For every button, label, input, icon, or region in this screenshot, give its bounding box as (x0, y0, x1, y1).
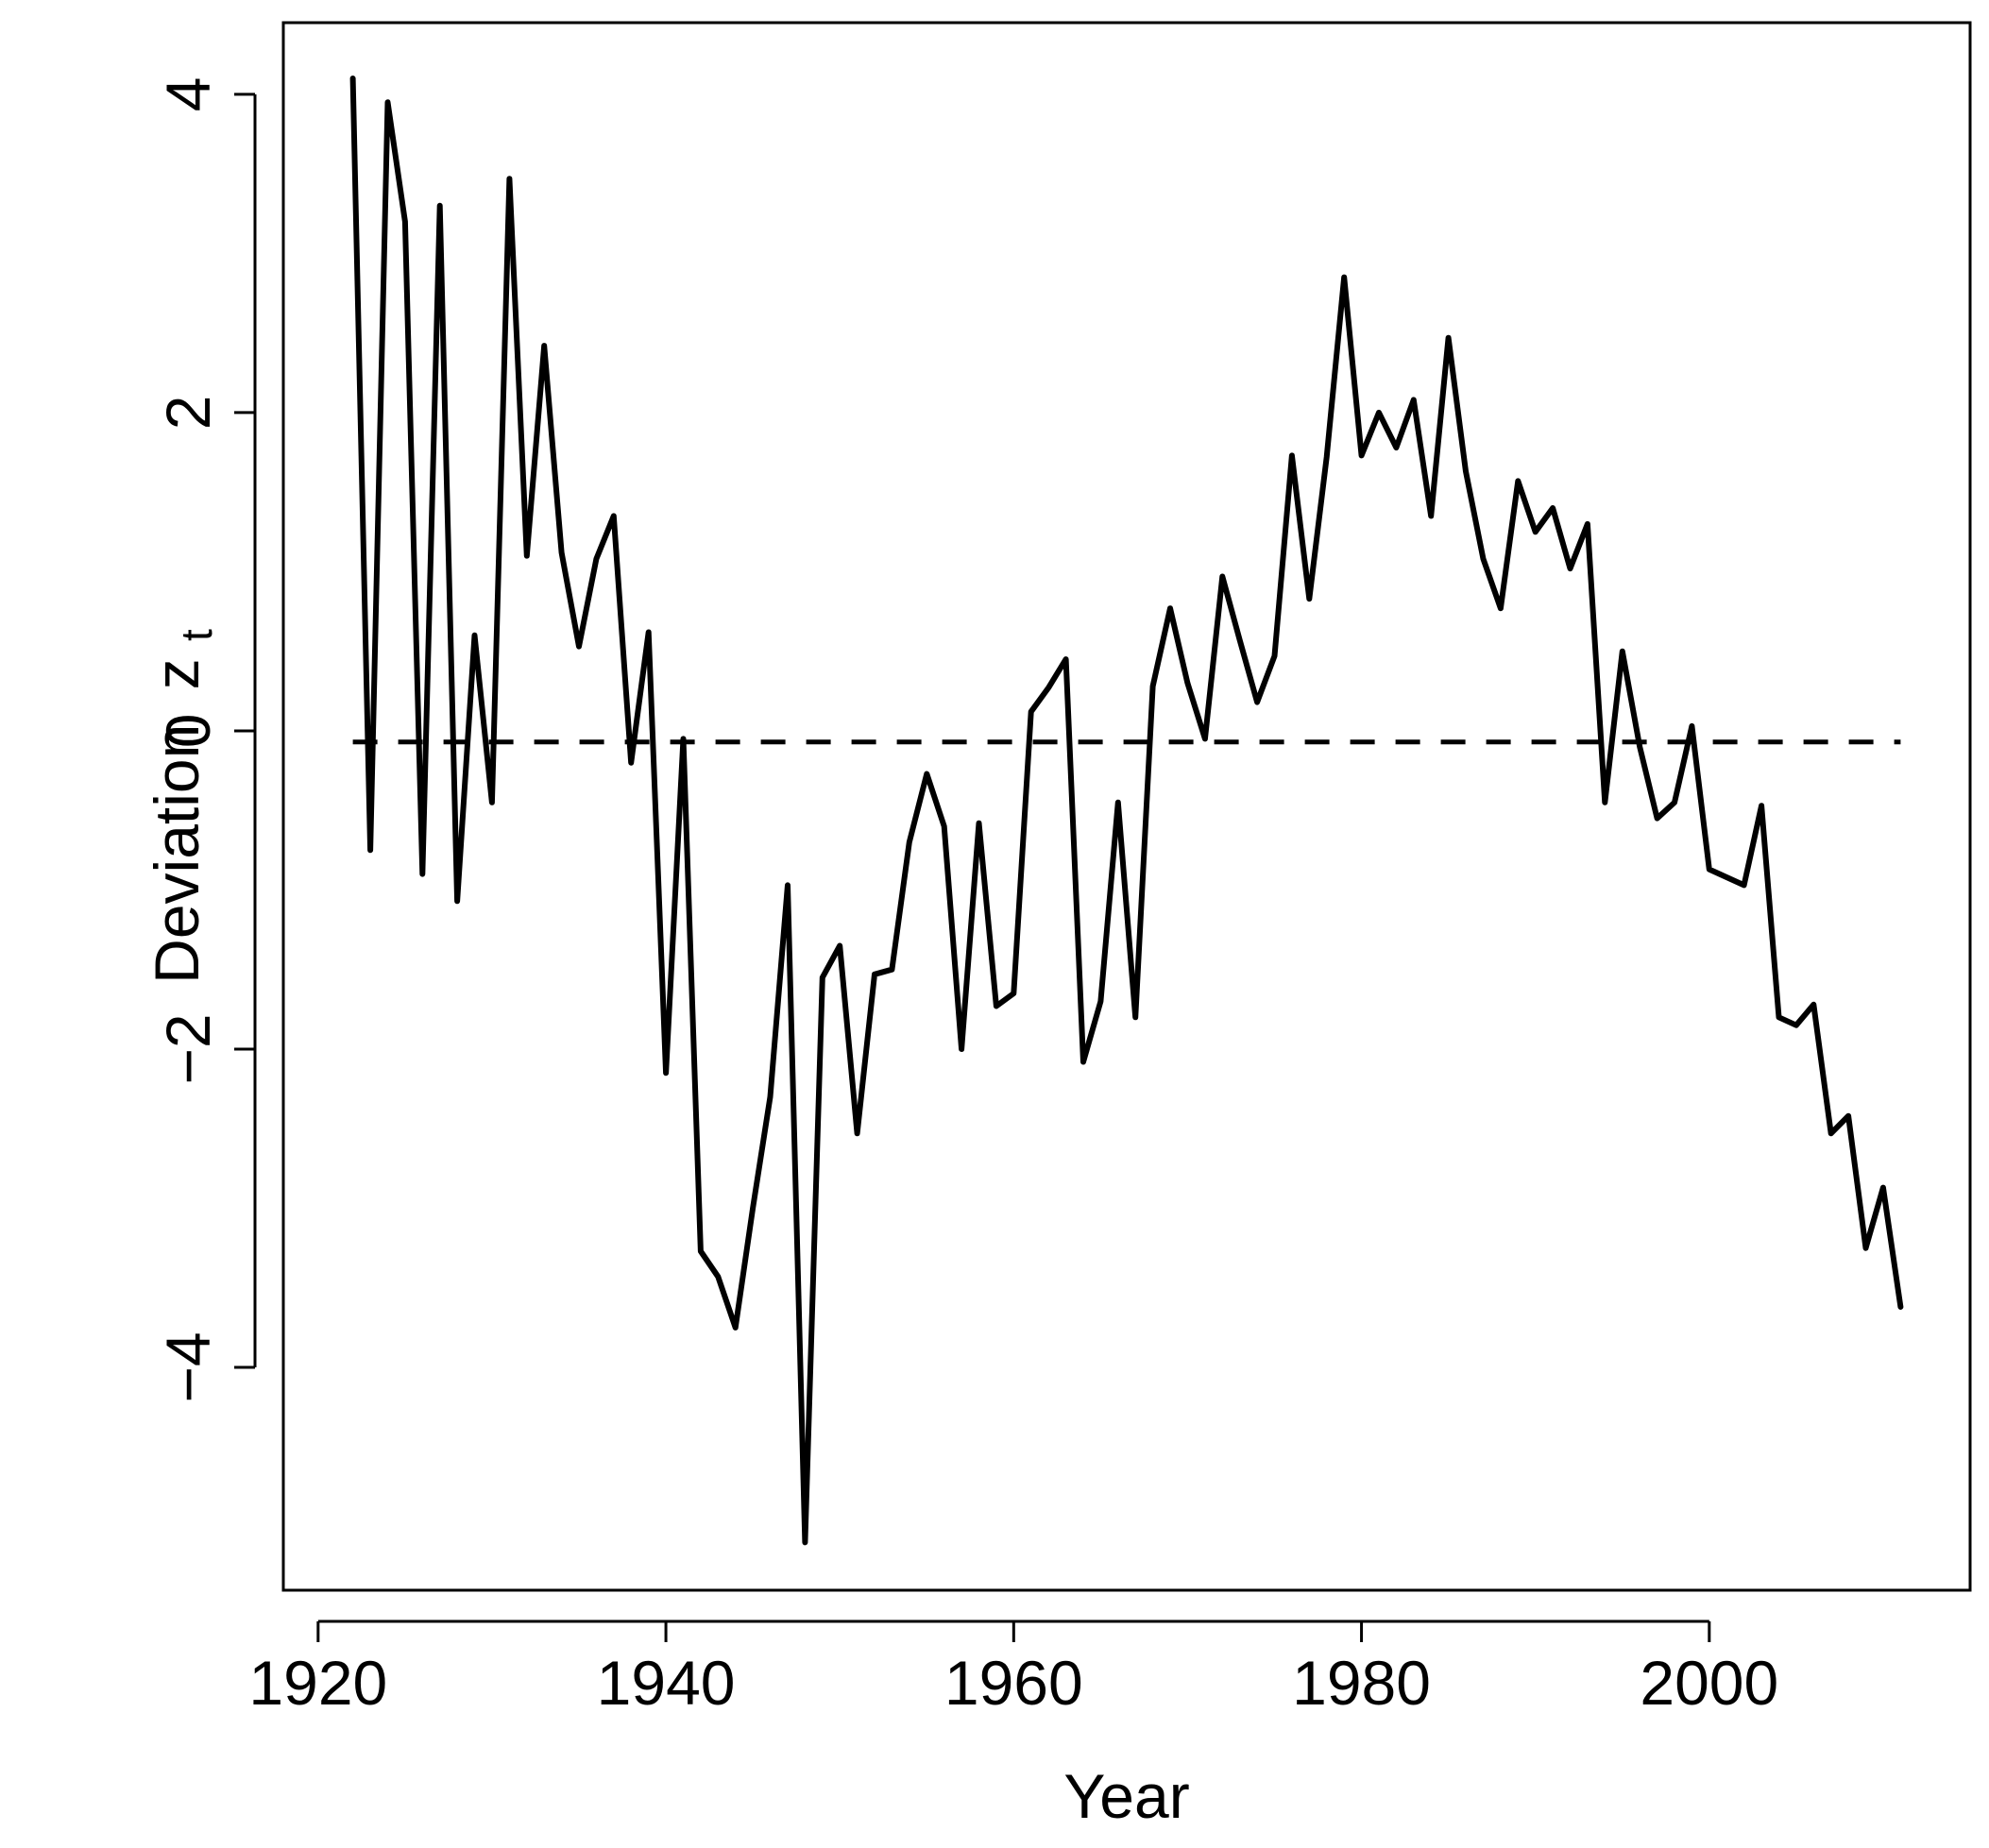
x-tick-label: 1940 (597, 1648, 736, 1718)
y-tick-label: 4 (153, 76, 223, 111)
x-tick-label: 1960 (944, 1648, 1083, 1718)
y-axis-title-subscript: t (172, 629, 221, 641)
y-tick-label: −4 (153, 1331, 223, 1402)
y-axis-title-word: Deviation (142, 724, 212, 984)
y-tick-label-group: 4 (153, 76, 223, 111)
y-tick-label: 0 (153, 714, 223, 749)
x-axis-title: Year (1063, 1761, 1189, 1831)
x-tick-label: 2000 (1640, 1648, 1778, 1718)
svg-text:Deviation z t: Deviation z t (142, 629, 221, 984)
series-layer (349, 76, 1904, 1546)
y-tick-label: −2 (153, 1013, 223, 1084)
x-tick-label: 1980 (1292, 1648, 1431, 1718)
y-tick-label-group: −2 (153, 1013, 223, 1084)
x-tick-label: 1920 (248, 1648, 387, 1718)
y-tick-label: 2 (153, 396, 223, 431)
y-tick-label-group: −4 (153, 1331, 223, 1402)
y-axis: −4 −2 0 2 4 (153, 76, 257, 1403)
deviation-series-line (349, 76, 1904, 1546)
x-axis: 1920 1940 1960 1980 2000 (248, 1619, 1778, 1718)
y-axis-title: Deviation z t (142, 629, 221, 984)
y-tick-label-group: 2 (153, 396, 223, 431)
y-tick-label-group: 0 (153, 714, 223, 749)
y-axis-title-symbol: z (142, 658, 212, 689)
plot-frame (281, 21, 1972, 1592)
